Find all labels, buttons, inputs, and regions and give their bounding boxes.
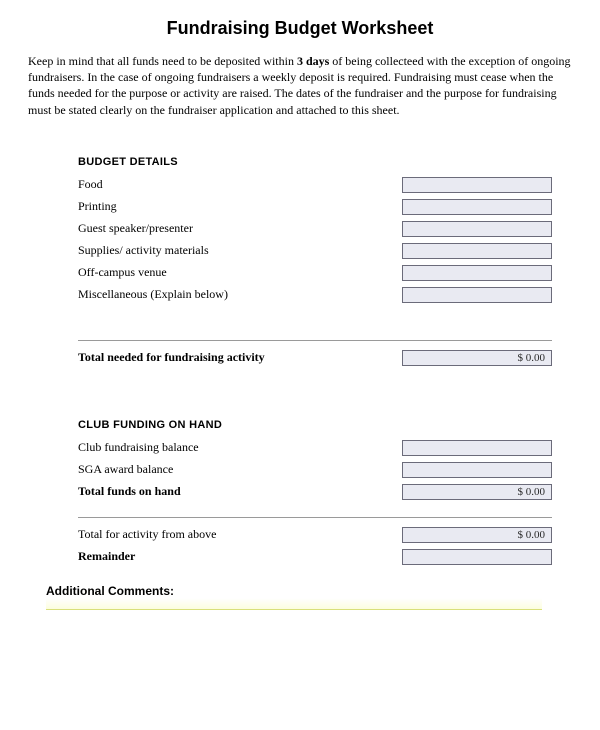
value-activity-total: $ 0.00 (402, 527, 552, 543)
row-total-needed: Total needed for fundraising activity $ … (78, 349, 552, 367)
input-club-balance[interactable] (402, 440, 552, 456)
row-guest-speaker: Guest speaker/presenter (78, 220, 552, 238)
input-printing[interactable] (402, 199, 552, 215)
label-sga-balance: SGA award balance (78, 462, 402, 477)
intro-pre: Keep in mind that all funds need to be d… (28, 54, 297, 68)
label-guest-speaker: Guest speaker/presenter (78, 221, 402, 236)
divider (78, 517, 552, 518)
divider (78, 340, 552, 341)
label-misc: Miscellaneous (Explain below) (78, 287, 402, 302)
label-club-balance: Club fundraising balance (78, 440, 402, 455)
row-activity-total: Total for activity from above $ 0.00 (78, 526, 552, 544)
page-title: Fundraising Budget Worksheet (28, 18, 572, 39)
input-off-campus[interactable] (402, 265, 552, 281)
label-total-needed: Total needed for fundraising activity (78, 350, 402, 365)
input-misc[interactable] (402, 287, 552, 303)
input-sga-balance[interactable] (402, 462, 552, 478)
label-printing: Printing (78, 199, 402, 214)
input-food[interactable] (402, 177, 552, 193)
label-supplies: Supplies/ activity materials (78, 243, 402, 258)
label-remainder: Remainder (78, 549, 402, 564)
row-sga-balance: SGA award balance (78, 461, 552, 479)
label-food: Food (78, 177, 402, 192)
value-total-funds: $ 0.00 (402, 484, 552, 500)
value-remainder (402, 549, 552, 565)
row-printing: Printing (78, 198, 552, 216)
row-off-campus: Off-campus venue (78, 264, 552, 282)
value-total-needed: $ 0.00 (402, 350, 552, 366)
row-club-balance: Club fundraising balance (78, 439, 552, 457)
row-remainder: Remainder (78, 548, 552, 566)
row-supplies: Supplies/ activity materials (78, 242, 552, 260)
club-funding-header: CLUB FUNDING ON HAND (78, 419, 552, 431)
row-total-funds: Total funds on hand $ 0.00 (78, 483, 552, 501)
input-guest-speaker[interactable] (402, 221, 552, 237)
comments-input-line[interactable] (46, 598, 542, 610)
intro-paragraph: Keep in mind that all funds need to be d… (28, 53, 572, 118)
intro-bold: 3 days (297, 54, 329, 68)
label-total-funds: Total funds on hand (78, 484, 402, 499)
input-supplies[interactable] (402, 243, 552, 259)
label-off-campus: Off-campus venue (78, 265, 402, 280)
budget-details-section: BUDGET DETAILS Food Printing Guest speak… (78, 156, 552, 566)
row-food: Food (78, 176, 552, 194)
budget-details-header: BUDGET DETAILS (78, 156, 552, 168)
row-misc: Miscellaneous (Explain below) (78, 286, 552, 304)
additional-comments-label: Additional Comments: (46, 584, 572, 598)
label-activity-total: Total for activity from above (78, 527, 402, 542)
